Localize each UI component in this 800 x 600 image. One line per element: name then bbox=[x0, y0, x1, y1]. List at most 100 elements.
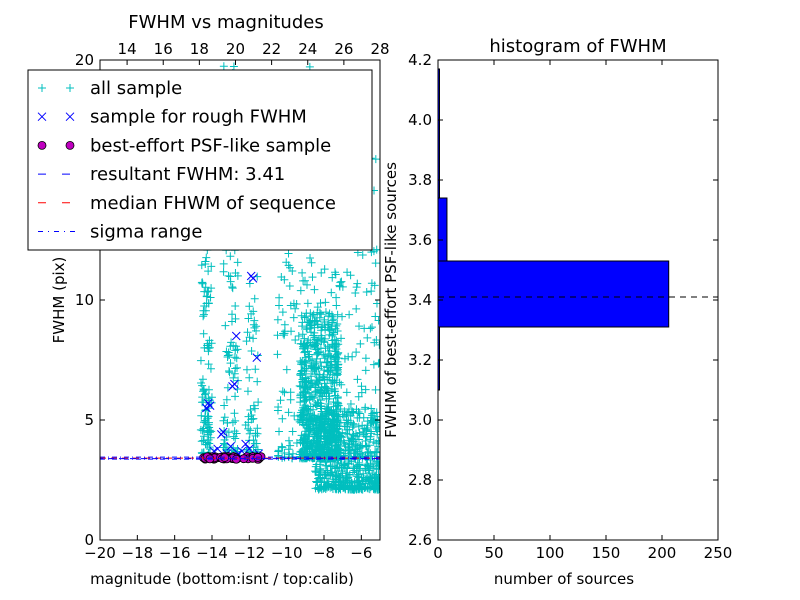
left-x-axis-label: magnitude (bottom:isnt / top:calib) bbox=[90, 570, 354, 588]
all-sample-point bbox=[361, 403, 370, 412]
all-sample-point bbox=[306, 382, 315, 391]
all-sample-point bbox=[370, 338, 379, 347]
all-sample-point bbox=[200, 432, 209, 441]
all-sample-point bbox=[374, 465, 380, 474]
all-sample-point bbox=[316, 357, 325, 366]
all-sample-point bbox=[330, 353, 339, 362]
all-sample-point bbox=[308, 273, 317, 282]
all-sample-point bbox=[374, 359, 380, 368]
all-sample-point bbox=[246, 405, 255, 414]
all-sample-point bbox=[291, 304, 300, 313]
all-sample-point bbox=[313, 426, 322, 435]
right-chart-title: histogram of FWHM bbox=[489, 36, 666, 57]
all-sample-point bbox=[226, 359, 235, 368]
all-sample-point bbox=[312, 468, 321, 477]
legend-label: all sample bbox=[90, 78, 182, 99]
rough-sample-point bbox=[213, 444, 222, 454]
all-sample-point bbox=[331, 484, 340, 493]
all-sample-point bbox=[354, 392, 363, 401]
all-sample-point bbox=[351, 289, 360, 298]
all-sample-point bbox=[310, 317, 319, 326]
all-sample-point bbox=[303, 299, 312, 308]
all-sample-point bbox=[277, 442, 286, 451]
all-sample-point bbox=[315, 473, 324, 482]
all-sample-point bbox=[358, 250, 367, 259]
x-tick-label: 100 bbox=[536, 544, 565, 562]
all-sample-point bbox=[344, 459, 353, 468]
all-sample-point bbox=[319, 415, 328, 424]
all-sample-point bbox=[219, 62, 228, 71]
all-sample-point bbox=[280, 320, 289, 329]
all-sample-point bbox=[311, 343, 320, 352]
all-sample-point bbox=[251, 431, 260, 440]
all-sample-point bbox=[203, 440, 212, 449]
legend-label: median FHWM of sequence bbox=[90, 193, 336, 214]
all-sample-point bbox=[275, 293, 284, 302]
all-sample-point bbox=[286, 301, 295, 310]
all-sample-point bbox=[246, 426, 255, 435]
all-sample-point bbox=[322, 358, 331, 367]
legend-label: sigma range bbox=[90, 222, 202, 243]
legend-marker-circle bbox=[37, 140, 47, 150]
all-sample-point bbox=[333, 310, 342, 319]
histogram-panel: 0 50 100 150 200 250 2.6 2.8 3.0 3.2 3.4 3.6 3.8 4.0 4… bbox=[382, 36, 732, 588]
all-sample-point bbox=[328, 363, 337, 372]
all-sample-point bbox=[203, 287, 212, 296]
all-sample-point bbox=[334, 471, 343, 480]
all-sample-point bbox=[371, 259, 380, 268]
all-sample-point bbox=[199, 306, 208, 315]
all-sample-point bbox=[338, 282, 347, 291]
all-sample-point bbox=[298, 268, 307, 277]
all-sample-point bbox=[313, 349, 322, 358]
all-sample-point bbox=[322, 461, 331, 470]
all-sample-point bbox=[312, 401, 321, 410]
all-sample-point bbox=[337, 433, 346, 442]
all-sample-point bbox=[229, 62, 238, 71]
all-sample-point bbox=[347, 408, 356, 417]
rough-sample-point bbox=[226, 442, 236, 451]
all-sample-point bbox=[332, 418, 341, 427]
all-sample-point bbox=[254, 398, 263, 407]
all-sample-point bbox=[309, 310, 318, 319]
all-sample-point bbox=[310, 411, 319, 420]
x-tick-label: −14 bbox=[196, 544, 228, 562]
all-sample-point bbox=[331, 324, 340, 333]
all-sample-point bbox=[204, 267, 213, 276]
all-sample-point bbox=[325, 343, 334, 352]
all-sample-point bbox=[198, 393, 207, 402]
all-sample-point bbox=[197, 411, 206, 420]
all-sample-point bbox=[336, 405, 345, 414]
all-sample-point bbox=[231, 434, 240, 443]
top-x-tick-label: 22 bbox=[262, 40, 281, 58]
all-sample-point bbox=[298, 416, 307, 425]
all-sample-point bbox=[363, 333, 372, 342]
all-sample-point bbox=[302, 312, 311, 321]
all-sample-point bbox=[352, 304, 361, 313]
all-sample-point bbox=[223, 352, 232, 361]
all-sample-point bbox=[198, 381, 207, 390]
all-sample-point bbox=[367, 451, 376, 460]
all-sample-point bbox=[327, 288, 336, 297]
all-sample-point bbox=[231, 301, 240, 310]
all-sample-point bbox=[331, 270, 340, 279]
all-sample-point bbox=[196, 356, 205, 365]
all-sample-point bbox=[229, 341, 238, 350]
all-sample-point bbox=[204, 287, 213, 296]
all-sample-point bbox=[351, 448, 360, 457]
all-sample-point bbox=[321, 382, 330, 391]
x-tick-label: 200 bbox=[648, 544, 677, 562]
legend-label: best-effort PSF-like sample bbox=[90, 135, 331, 156]
y-tick-label: 3.4 bbox=[408, 291, 432, 309]
all-sample-point bbox=[355, 322, 364, 331]
all-sample-point bbox=[315, 309, 324, 318]
legend-box bbox=[27, 69, 373, 251]
all-sample-point bbox=[277, 273, 286, 282]
all-sample-point bbox=[304, 377, 313, 386]
all-sample-point bbox=[286, 441, 295, 450]
rough-sample-point bbox=[241, 439, 250, 449]
y-tick-label: 3.8 bbox=[408, 171, 432, 189]
all-sample-point bbox=[323, 358, 332, 367]
all-sample-point bbox=[358, 421, 367, 430]
all-sample-point bbox=[369, 417, 378, 426]
all-sample-point bbox=[365, 466, 374, 475]
